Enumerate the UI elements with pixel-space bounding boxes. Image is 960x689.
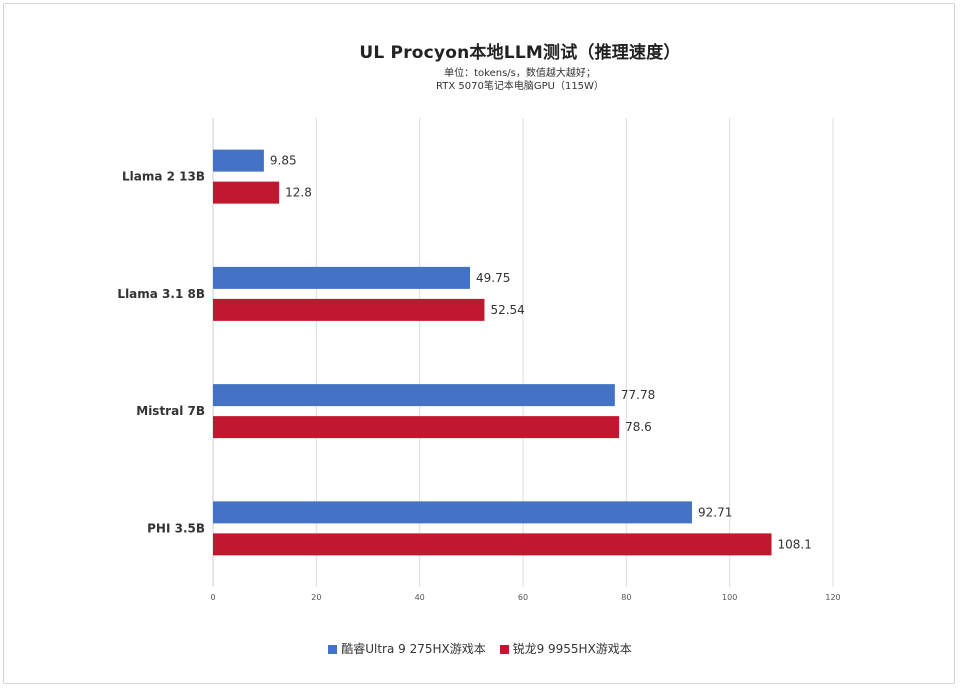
category-label: Llama 3.1 8B	[117, 287, 205, 301]
bar	[213, 149, 264, 172]
bar	[213, 298, 485, 321]
data-label: 108.1	[778, 537, 812, 551]
legend-label-intel: 酷睿Ultra 9 275HX游戏本	[341, 642, 486, 656]
legend-item-amd: 锐龙9 9955HX游戏本	[499, 640, 632, 657]
x-tick-label: 40	[415, 593, 425, 602]
category-label: PHI 3.5B	[147, 521, 205, 535]
data-label: 12.8	[285, 186, 312, 200]
x-tick-label: 80	[621, 593, 631, 602]
bar	[213, 181, 280, 204]
category-label: Mistral 7B	[136, 404, 205, 418]
data-label: 77.78	[621, 388, 655, 402]
category-label: Llama 2 13B	[122, 170, 205, 184]
bar	[213, 501, 693, 524]
chart-subtitle: 单位：tokens/s，数值越大越好；	[444, 68, 596, 79]
data-label: 78.6	[625, 420, 652, 434]
data-label: 52.54	[490, 303, 524, 317]
data-label: 49.75	[476, 271, 510, 285]
x-tick-label: 60	[518, 593, 528, 602]
x-tick-label: 100	[722, 593, 737, 602]
legend-swatch-amd	[499, 645, 509, 654]
bar	[213, 266, 471, 289]
data-label: 9.85	[270, 154, 297, 168]
legend-item-intel: 酷睿Ultra 9 275HX游戏本	[328, 640, 486, 657]
chart-frame	[3, 3, 955, 684]
bar	[213, 384, 615, 407]
chart-subtitle-gpu: RTX 5070笔记本电脑GPU（115W）	[436, 81, 604, 92]
chart-title-block: UL Procyon本地LLM测试（推理速度） 单位：tokens/s，数值越大…	[0, 38, 960, 93]
bar	[213, 533, 772, 556]
legend: 酷睿Ultra 9 275HX游戏本 锐龙9 9955HX游戏本	[0, 640, 960, 657]
x-tick-label: 120	[825, 593, 840, 602]
bar	[213, 416, 620, 439]
data-label: 92.71	[698, 505, 732, 519]
chart-title: UL Procyon本地LLM测试（推理速度）	[359, 43, 681, 63]
legend-swatch-intel	[328, 645, 338, 654]
x-tick-label: 20	[311, 593, 321, 602]
x-tick-label: 0	[210, 593, 215, 602]
legend-label-amd: 锐龙9 9955HX游戏本	[512, 642, 632, 656]
